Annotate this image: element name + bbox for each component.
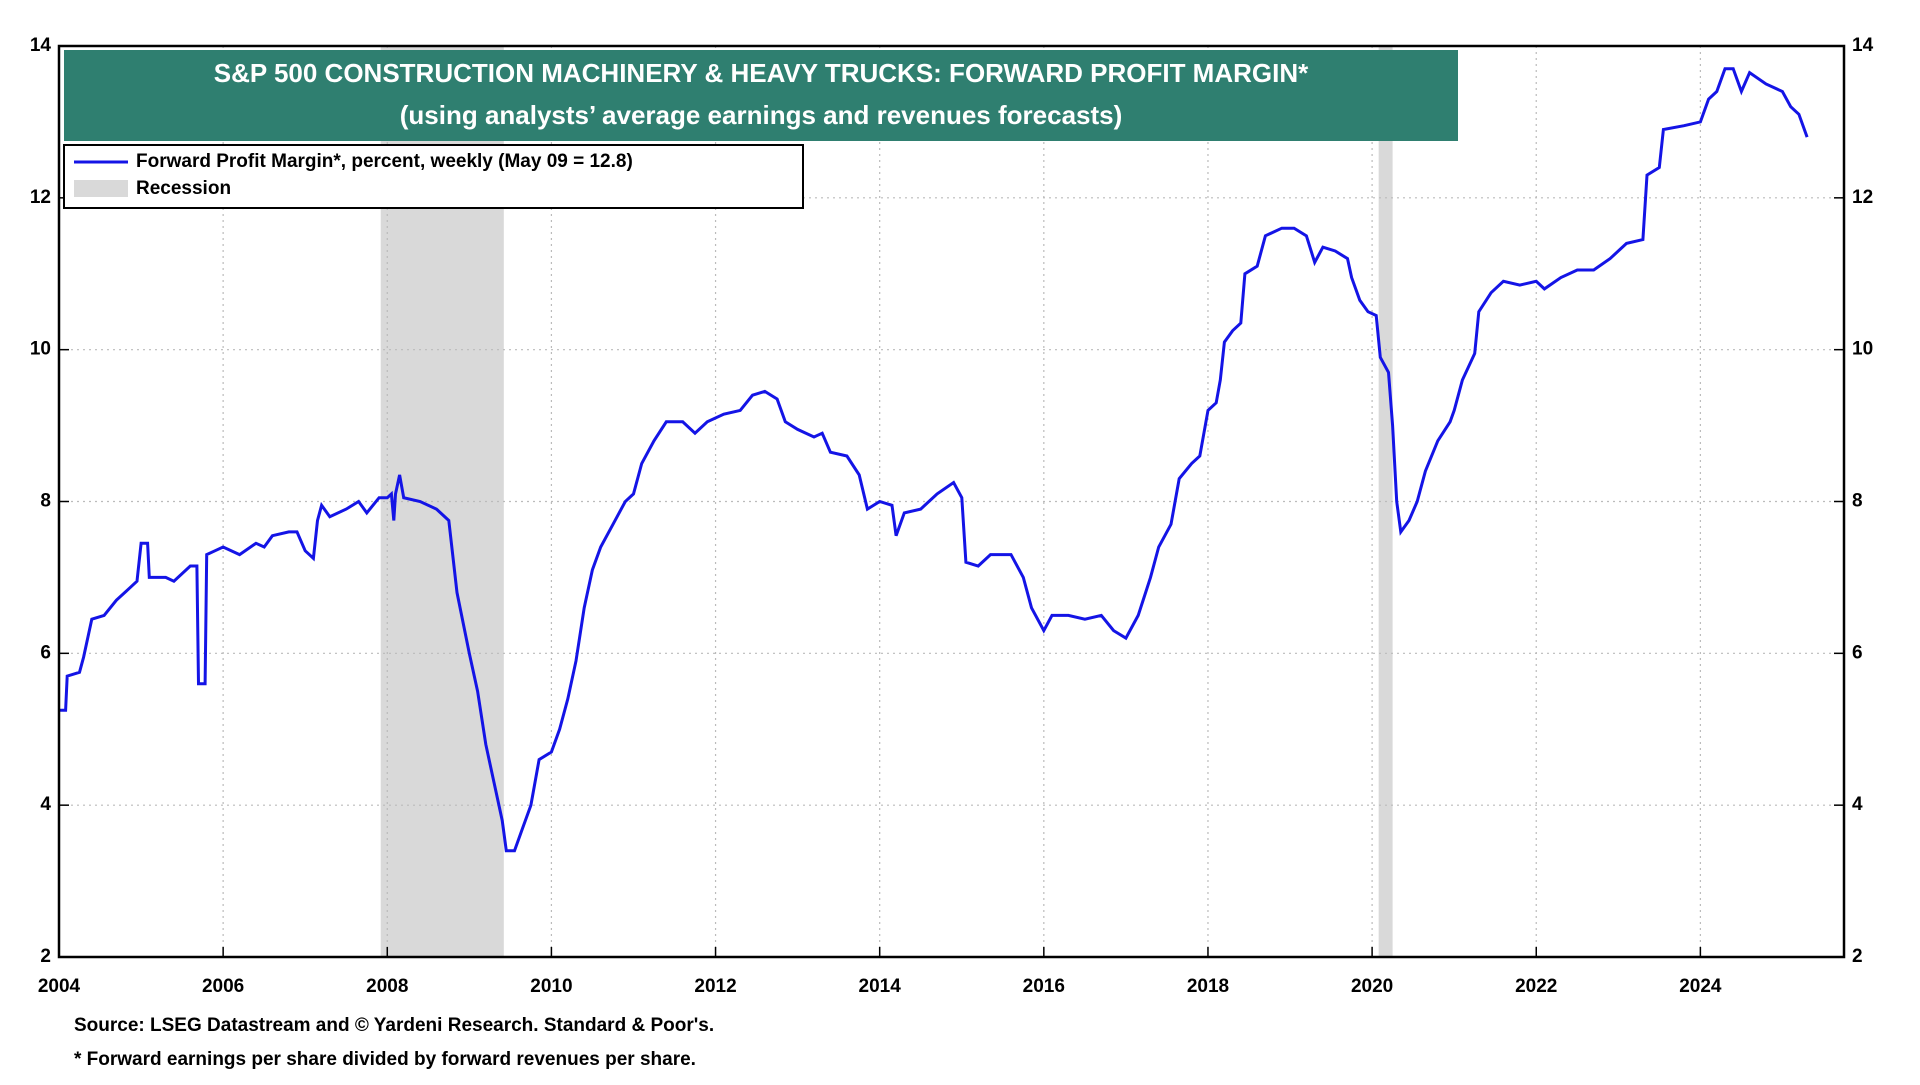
x-tick-label: 2016 bbox=[1023, 976, 1065, 997]
y-tick-label: 10 bbox=[30, 339, 51, 360]
footnote: * Forward earnings per share divided by … bbox=[74, 1049, 696, 1070]
y2-tick-label: 10 bbox=[1852, 339, 1873, 360]
x-tick-label: 2020 bbox=[1351, 976, 1393, 997]
legend-label: Recession bbox=[136, 178, 231, 199]
x-tick-label: 2024 bbox=[1679, 976, 1722, 997]
y2-tick-label: 6 bbox=[1852, 642, 1863, 663]
x-tick-label: 2006 bbox=[202, 976, 244, 997]
chart-subtitle: (using analysts’ average earnings and re… bbox=[400, 100, 1123, 130]
legend-label: Forward Profit Margin*, percent, weekly … bbox=[136, 151, 633, 172]
y-tick-label: 6 bbox=[40, 642, 51, 663]
y2-tick-label: 12 bbox=[1852, 187, 1873, 208]
x-tick-label: 2014 bbox=[859, 976, 902, 997]
data-line bbox=[59, 67, 1809, 853]
x-tick-label: 2012 bbox=[694, 976, 736, 997]
y-tick-label: 8 bbox=[40, 491, 51, 512]
y-tick-label: 4 bbox=[40, 794, 51, 815]
x-tick-label: 2010 bbox=[530, 976, 572, 997]
y2-tick-label: 8 bbox=[1852, 491, 1863, 512]
plot-frame bbox=[57, 44, 1846, 959]
title-box bbox=[64, 50, 1458, 141]
y2-tick-label: 4 bbox=[1852, 794, 1863, 815]
chart-title: S&P 500 CONSTRUCTION MACHINERY & HEAVY T… bbox=[214, 58, 1309, 88]
x-tick-label: 2004 bbox=[38, 976, 81, 997]
y-tick-label: 14 bbox=[30, 35, 52, 56]
x-tick-label: 2008 bbox=[366, 976, 408, 997]
y-tick-label: 12 bbox=[30, 187, 51, 208]
x-tick-label: 2018 bbox=[1187, 976, 1229, 997]
legend-patch bbox=[74, 180, 128, 197]
y2-tick-label: 2 bbox=[1852, 946, 1863, 967]
y2-tick-label: 14 bbox=[1852, 35, 1874, 56]
source-note: Source: LSEG Datastream and © Yardeni Re… bbox=[74, 1015, 714, 1036]
x-tick-label: 2022 bbox=[1515, 976, 1557, 997]
legend-box bbox=[63, 144, 804, 209]
y-tick-label: 2 bbox=[40, 946, 51, 967]
